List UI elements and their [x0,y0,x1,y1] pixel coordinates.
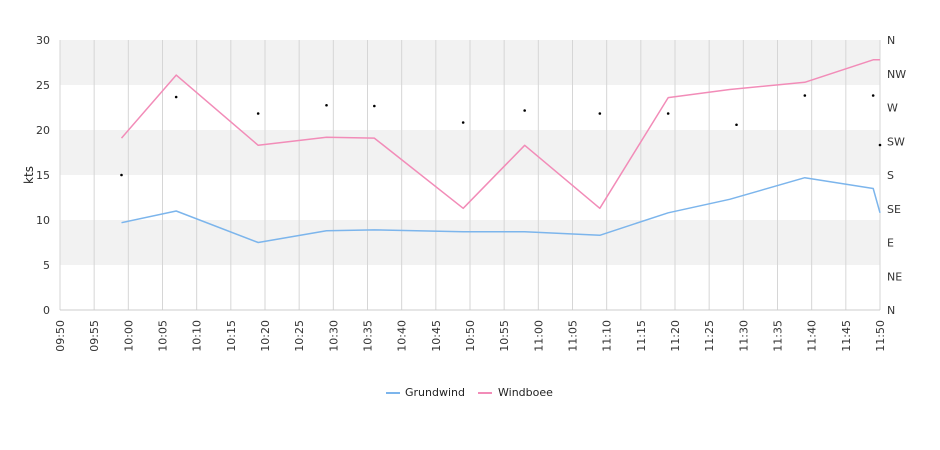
x-tick-label: 10:40 [396,320,409,352]
y-tick-label: 30 [36,34,50,47]
direction-point [735,123,738,127]
right-tick-label: N [887,34,895,47]
x-tick-label: 10:35 [362,320,375,352]
x-tick-label: 11:10 [601,320,614,352]
x-tick-label: 10:25 [293,320,306,352]
y-tick-label: 0 [43,304,50,317]
direction-point [174,95,178,99]
legend-label-windboee: Windboee [498,386,553,399]
legend-item-windboee[interactable]: Windboee [478,386,553,399]
right-tick-label: SW [887,135,905,148]
direction-point [598,112,602,115]
x-tick-label: 11:50 [874,320,887,352]
x-tick-label: 11:30 [737,320,750,352]
legend-item-grundwind[interactable]: Grundwind [386,386,465,399]
x-tick-label: 11:40 [806,320,819,352]
x-tick-label: 09:50 [54,320,67,352]
direction-point [803,94,807,97]
right-tick-label: NE [887,270,902,283]
y-axis-ticks: 0 5 10 15 20 25 30 [36,34,50,317]
series-line-grundwind [121,176,881,244]
y-tick-label: 15 [36,169,50,182]
right-tick-label: NW [887,68,906,81]
y-tick-label: 20 [36,124,50,137]
right-tick-label: W [887,102,898,115]
series-lines [120,59,881,244]
x-tick-label: 11:00 [532,320,545,352]
direction-point [325,103,328,107]
x-tick-label: 10:05 [157,320,170,352]
y-axis-label: kts [22,166,36,184]
x-tick-label: 10:20 [259,320,272,352]
x-tick-label: 11:25 [703,320,716,352]
x-tick-label: 10:15 [225,320,238,352]
vertical-grid [59,40,881,311]
direction-point [256,112,260,115]
series-line-windboee [120,59,880,210]
direction-point [523,109,526,112]
direction-point [461,121,465,124]
x-axis-ticks: 09:50 09:55 10:00 10:05 10:10 10:15 10:20 10:25… [54,320,887,352]
y-tick-label: 10 [36,214,50,227]
x-tick-label: 11:35 [772,320,785,352]
x-tick-label: 10:50 [464,320,477,352]
x-tick-label: 10:00 [122,320,135,352]
y-tick-label: 25 [36,79,50,92]
direction-point [878,143,882,147]
right-tick-label: SE [887,203,901,216]
legend-label-grundwind: Grundwind [405,386,465,399]
direction-point [373,104,376,108]
y-tick-label: 5 [43,259,50,272]
right-tick-label: S [887,169,894,182]
x-tick-label: 10:55 [498,320,511,352]
x-tick-label: 11:05 [567,320,580,352]
x-tick-label: 11:20 [669,320,682,352]
wind-direction-points [120,94,882,177]
direction-point [871,94,875,97]
x-tick-label: 11:45 [840,320,853,352]
legend[interactable]: Grundwind Windboee [386,386,553,399]
right-tick-label: N [887,304,895,317]
x-tick-label: 10:45 [430,320,443,352]
right-axis-ticks: N NE E SE S SW W NW N [887,34,906,317]
direction-point [120,173,123,177]
direction-point [666,112,670,115]
right-tick-label: E [887,237,894,250]
x-tick-label: 10:10 [191,320,204,352]
x-tick-label: 11:15 [635,320,648,352]
x-tick-label: 10:30 [327,320,340,352]
x-tick-label: 09:55 [88,320,101,352]
